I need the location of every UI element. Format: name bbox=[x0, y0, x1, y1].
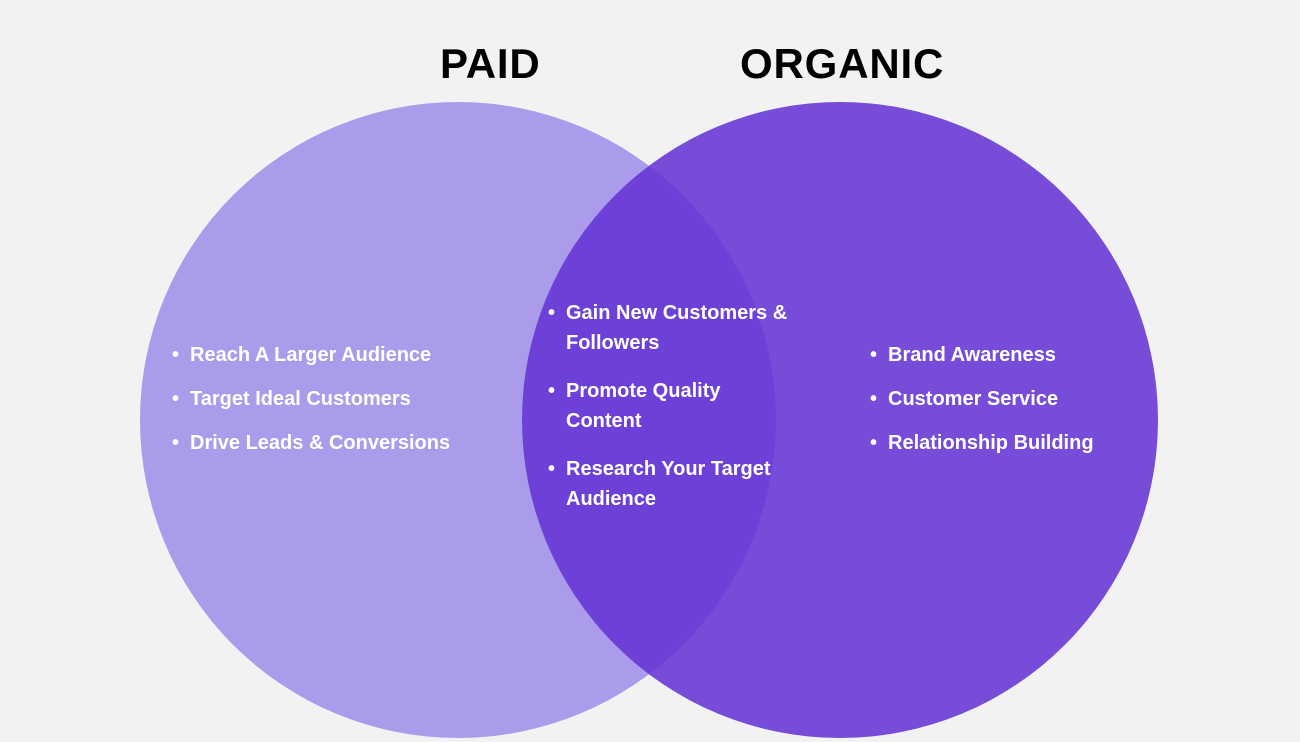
list-item: Brand Awareness bbox=[870, 340, 1130, 370]
region-left-only-list: Reach A Larger Audience Target Ideal Cust… bbox=[172, 340, 462, 458]
region-intersection-list: Gain New Customers & Followers Promote Qu… bbox=[548, 298, 788, 514]
region-right-only: Brand Awareness Customer Service Relations… bbox=[870, 340, 1130, 472]
region-right-only-list: Brand Awareness Customer Service Relations… bbox=[870, 340, 1130, 458]
list-item: Reach A Larger Audience bbox=[172, 340, 462, 370]
list-item: Target Ideal Customers bbox=[172, 384, 462, 414]
list-item: Promote Quality Content bbox=[548, 376, 788, 436]
region-left-only: Reach A Larger Audience Target Ideal Cust… bbox=[172, 340, 462, 472]
list-item: Relationship Building bbox=[870, 428, 1130, 458]
list-item: Customer Service bbox=[870, 384, 1130, 414]
title-right: ORGANIC bbox=[740, 40, 944, 88]
region-intersection: Gain New Customers & Followers Promote Qu… bbox=[548, 298, 788, 532]
list-item: Gain New Customers & Followers bbox=[548, 298, 788, 358]
title-left: PAID bbox=[440, 40, 541, 88]
venn-diagram-canvas: PAID ORGANIC Reach A Larger Audience Targ… bbox=[0, 0, 1300, 742]
list-item: Drive Leads & Conversions bbox=[172, 428, 462, 458]
list-item: Research Your Target Audience bbox=[548, 454, 788, 514]
